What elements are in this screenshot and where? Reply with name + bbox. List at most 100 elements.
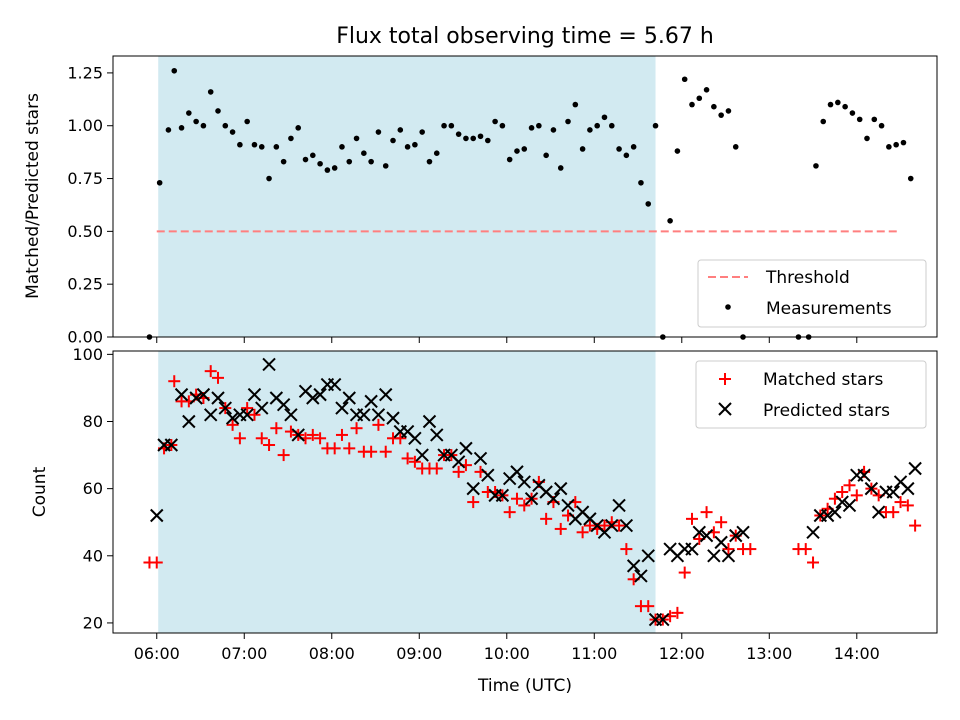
count-y-tick-label: 20: [83, 613, 103, 632]
measurement-point: [171, 67, 178, 74]
matched-star-point: [226, 418, 239, 431]
predicted-x-b: [721, 549, 736, 563]
matched-star-point: [168, 375, 181, 388]
predicted-x-b: [291, 428, 305, 442]
measurement-points: [146, 67, 914, 340]
predicted-x-b: [255, 401, 269, 415]
matched-star-point: [306, 428, 319, 441]
predicted-x-b: [335, 401, 349, 415]
measurement-point: [550, 127, 557, 133]
measurement-point: [477, 133, 484, 140]
count-panel-shaded-interval: [158, 351, 656, 633]
measurement-point: [732, 144, 739, 150]
measurement-point: [229, 129, 236, 135]
measurement-point: [616, 146, 622, 152]
predicted-star-point: [255, 401, 269, 415]
predicted-x-b: [196, 387, 211, 402]
measurement-point: [630, 144, 637, 150]
matched-star-point: [613, 519, 626, 532]
predicted-star-point: [342, 391, 356, 405]
predicted-star-point: [729, 528, 743, 543]
predicted-x-b: [554, 481, 568, 496]
measurement-point: [893, 141, 899, 148]
matched-star-point: [379, 445, 392, 458]
measurement-point: [433, 150, 440, 156]
predicted-x-b: [189, 391, 203, 405]
measurement-point: [186, 110, 192, 116]
predicted-x-b: [473, 451, 488, 466]
measurements-legend-swatch: [725, 304, 731, 310]
predicted-x-b: [422, 414, 437, 429]
matched-star-point: [722, 543, 735, 556]
predicted-star-point: [626, 559, 641, 573]
predicted-x-b: [444, 448, 459, 462]
count-panel-axes: 20 40 60 80 100 06:00 07:00 08:00 09:00 10:00 11:0…: [72, 345, 879, 663]
matched-star-point: [700, 506, 713, 519]
measurement-point: [499, 122, 506, 129]
count-y-axis-label: Count: [30, 466, 50, 517]
matched-star-point: [467, 496, 480, 509]
predicted-x-b: [901, 481, 915, 496]
predicted-star-point: [864, 481, 879, 496]
ratio-y-tick-label: 1.00: [67, 116, 103, 135]
predicted-x-b: [240, 408, 254, 422]
predicted-x-b: [371, 408, 386, 422]
predicted-star-point: [641, 549, 655, 563]
measurement-point: [849, 110, 856, 116]
ratio-panel-axes: 0.00 0.25 0.50 0.75 1.00 1.25: [67, 63, 858, 347]
predicted-x-b: [605, 518, 619, 533]
predicted-x-b: [386, 411, 400, 425]
predicted-star-point: [871, 505, 886, 519]
predicted-star-point: [189, 391, 203, 405]
predicted-star-point: [422, 414, 437, 429]
x-tick-label: 10:00: [484, 644, 530, 663]
count-y-tick-label: 60: [83, 479, 103, 498]
measurement-point: [404, 144, 411, 150]
predicted-x-b: [835, 495, 849, 509]
predicted-x-b: [164, 438, 179, 452]
matched-star-point: [263, 439, 276, 451]
predicted-star-point: [174, 387, 189, 402]
predicted-star-point: [386, 411, 400, 425]
predicted-star-point: [211, 391, 225, 405]
predicted-x-b: [641, 549, 655, 563]
predicted-x-b: [692, 525, 706, 539]
predicted-x-b: [634, 569, 648, 583]
count-legend: Matched stars Predicted stars: [695, 360, 927, 429]
measurement-point: [820, 118, 827, 125]
measurement-point: [412, 141, 418, 148]
measurement-point: [878, 122, 885, 129]
measurement-point: [543, 152, 549, 159]
matched-star-point: [843, 479, 856, 492]
measurement-point: [565, 118, 571, 125]
predicted-star-point: [721, 549, 736, 563]
measurement-point: [390, 137, 396, 144]
predicted-x-b: [262, 357, 276, 372]
predicted-x-b: [729, 528, 743, 543]
measurement-point: [397, 127, 404, 133]
predicted-star-point: [466, 481, 480, 496]
measurement-point: [813, 163, 819, 169]
ratio-panel-shaded-interval: [158, 56, 656, 337]
count-points: [143, 357, 922, 627]
predicted-star-point: [634, 569, 648, 583]
predicted-x-b: [247, 387, 262, 402]
measurement-point: [361, 150, 367, 156]
matched-star-point: [583, 519, 596, 532]
measurement-point: [419, 129, 425, 135]
predicted-star-point: [619, 518, 634, 533]
measurement-point: [696, 95, 703, 102]
measurement-point: [455, 131, 462, 137]
predicted-x-b: [820, 508, 835, 523]
measurement-point: [426, 158, 433, 165]
predicted-star-point: [886, 485, 900, 499]
matched-star-point: [598, 519, 611, 532]
predicted-star-point: [857, 468, 871, 482]
measurement-point: [689, 101, 695, 108]
predicted-star-point: [218, 401, 233, 415]
matched-star-point: [365, 445, 378, 458]
predicted-star-point: [605, 518, 619, 533]
predicted-x-b: [495, 488, 510, 503]
predicted-x-b: [218, 401, 233, 415]
predicted-x-b: [284, 408, 298, 422]
